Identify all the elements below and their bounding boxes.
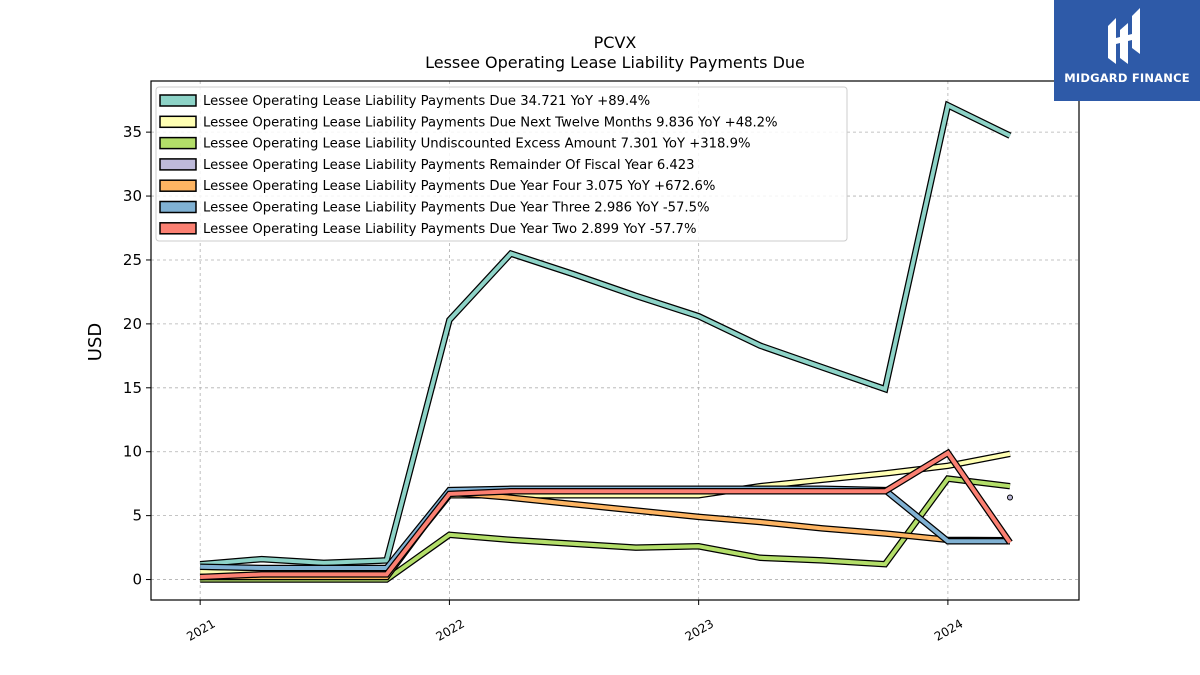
y-tick-label: 35 [123, 123, 142, 141]
chart-subtitle: Lessee Operating Lease Liability Payment… [425, 53, 805, 72]
y-tick-label: 30 [123, 187, 142, 205]
legend-swatch [159, 158, 197, 171]
legend-swatch [159, 115, 197, 129]
y-tick-label: 15 [123, 379, 142, 397]
legend-label: Lessee Operating Lease Liability Payment… [203, 222, 696, 237]
legend-box [155, 86, 848, 242]
y-tick-label: 25 [123, 251, 142, 269]
series-line [200, 450, 1012, 579]
legend-label: Lessee Operating Lease Liability Payment… [203, 158, 695, 173]
y-tick-label: 0 [132, 571, 142, 589]
y-tick-label: 20 [123, 315, 142, 333]
logo-text: MIDGARD FINANCE [1064, 71, 1190, 85]
x-axis: 2021 2022 2023 2024 [184, 600, 965, 644]
legend-swatch [159, 179, 197, 192]
legend-swatch [159, 94, 197, 107]
legend-label: Lessee Operating Lease Liability Payment… [203, 115, 778, 130]
y-axis: 0 5 10 15 20 25 30 35 [123, 123, 151, 589]
legend-label: Lessee Operating Lease Liability Undisco… [203, 137, 751, 152]
x-tick-label: 2023 [683, 616, 716, 643]
legend-swatch [159, 222, 197, 235]
legend: Lessee Operating Lease Liability Payment… [155, 86, 848, 242]
series-line [200, 102, 1011, 567]
x-tick-label: 2022 [433, 616, 466, 643]
x-tick-label: 2024 [932, 616, 965, 643]
plot-area-frame [150, 80, 1080, 601]
legend-label: Lessee Operating Lease Liability Payment… [203, 201, 710, 216]
legend-swatch [159, 200, 197, 214]
legend-label: Lessee Operating Lease Liability Payment… [203, 94, 650, 109]
logo: MIDGARD FINANCE [1054, 0, 1200, 101]
legend-label: Lessee Operating Lease Liability Payment… [203, 179, 715, 194]
y-tick-label: 5 [132, 507, 142, 525]
logo-mark-icon [1108, 8, 1140, 64]
chart-title: PCVX [594, 33, 637, 52]
series-lines [199, 100, 1013, 583]
series-point [1007, 494, 1013, 501]
y-tick-label: 10 [123, 443, 142, 461]
x-tick-label: 2021 [184, 616, 217, 643]
y-axis-label: USD [85, 323, 106, 361]
legend-swatch [159, 136, 197, 150]
